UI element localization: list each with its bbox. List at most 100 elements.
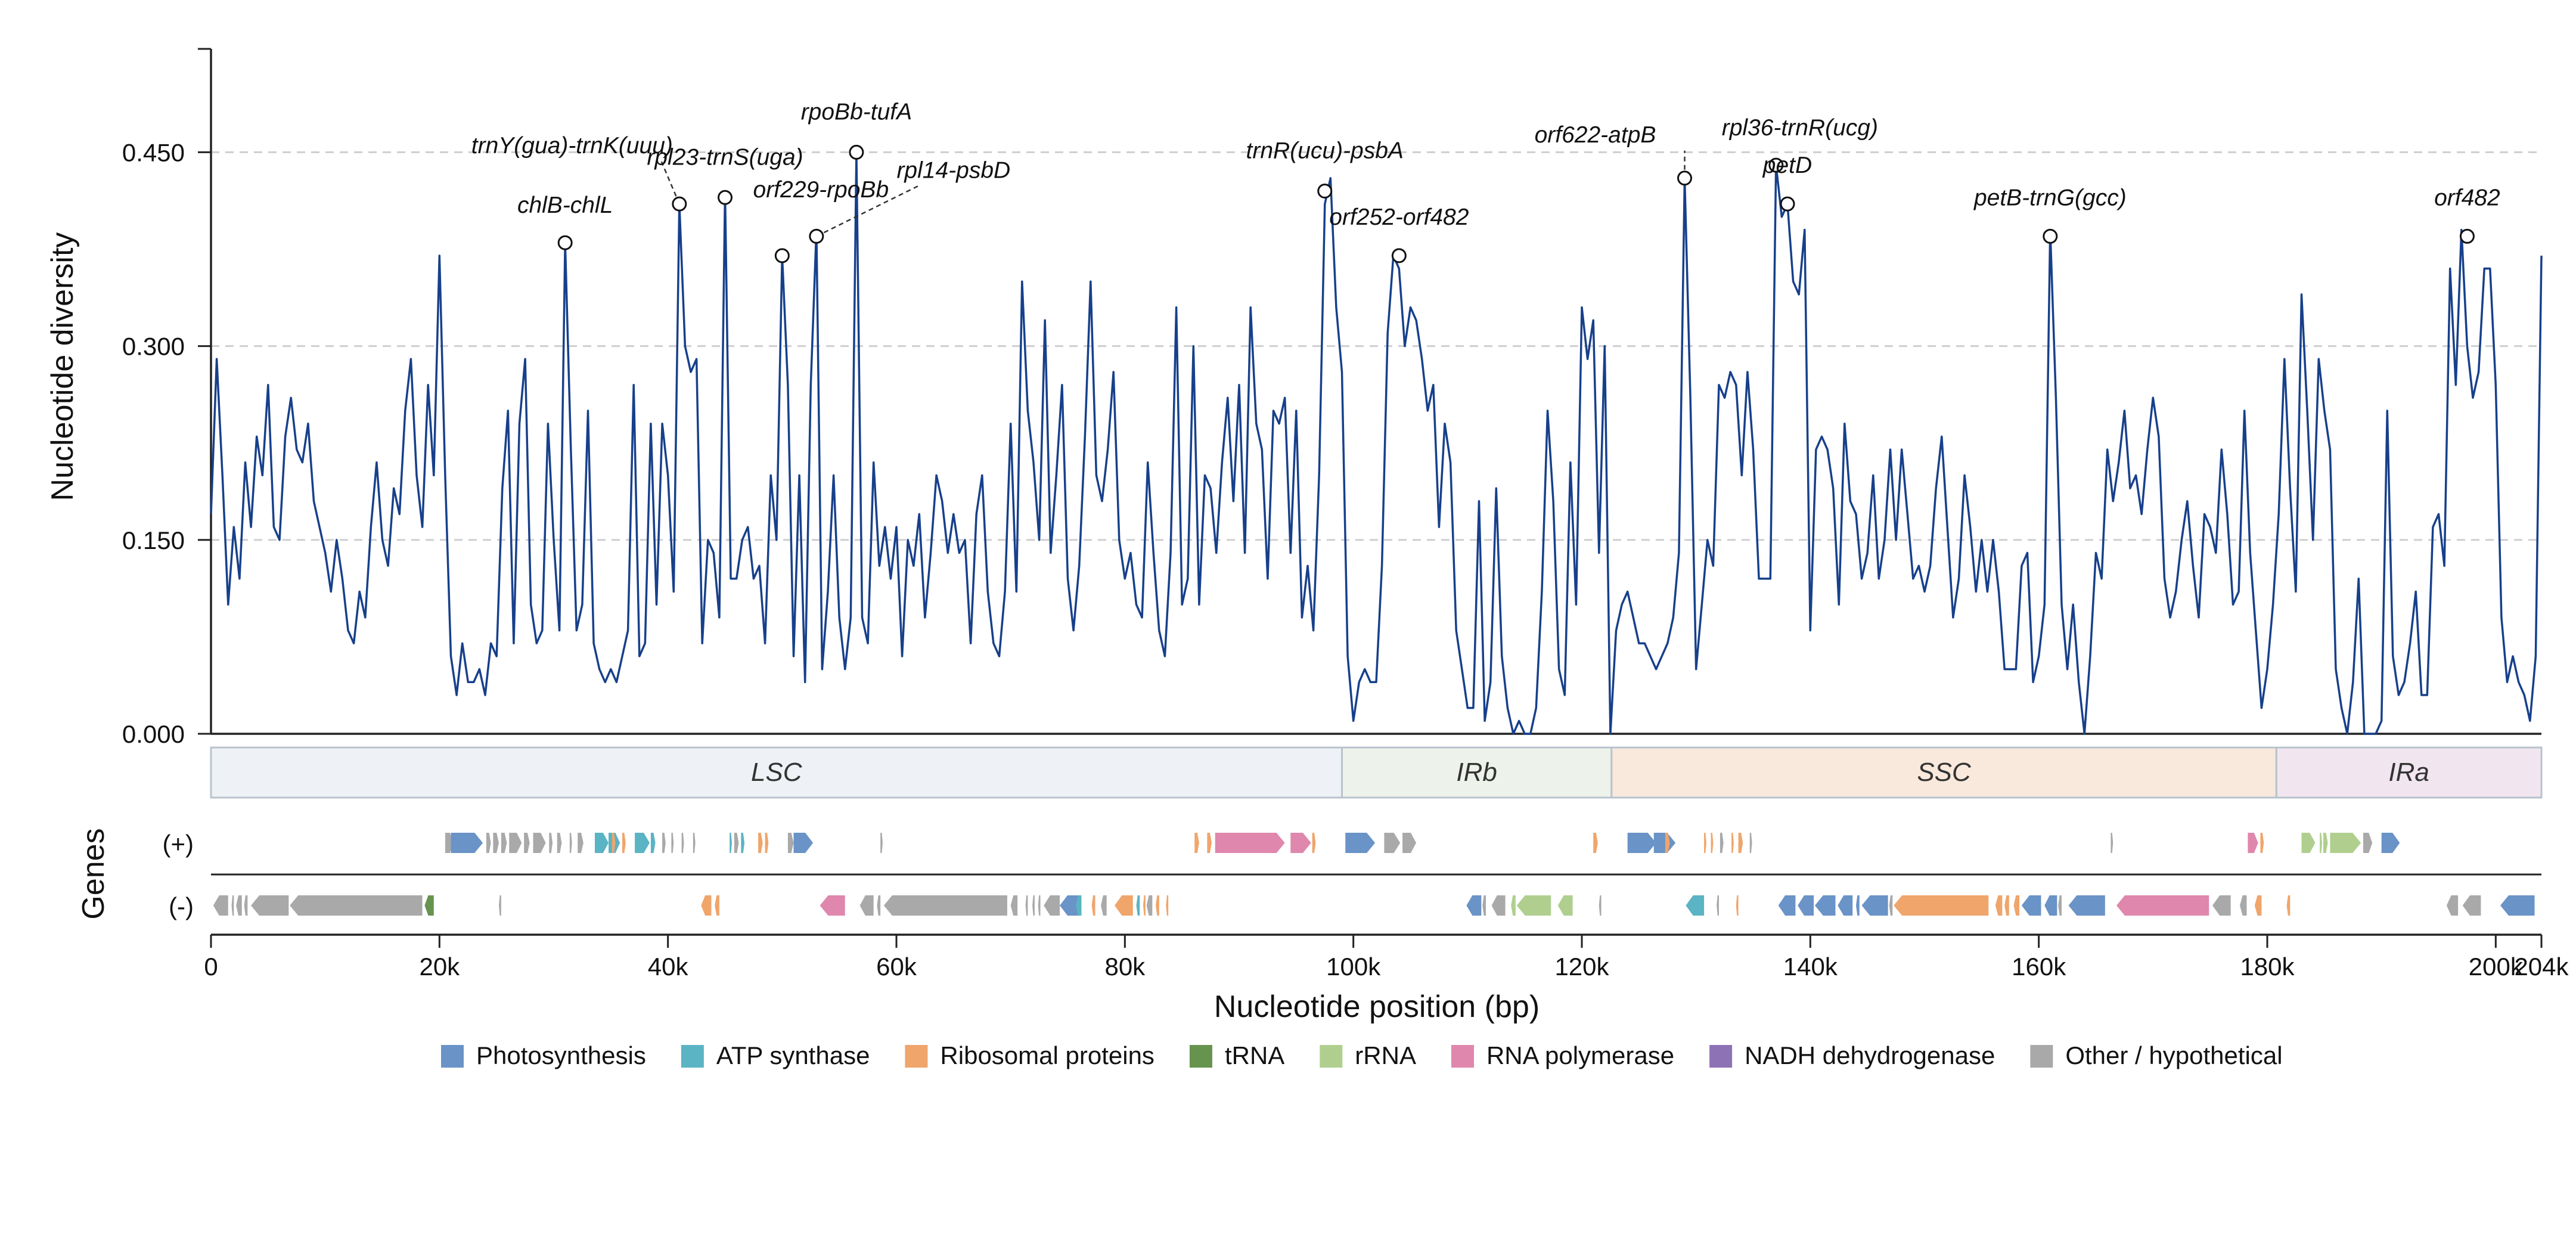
gene-arrow <box>612 833 616 853</box>
gene-tracks <box>211 833 2541 916</box>
x-axis-title: Nucleotide position (bp) <box>1214 990 1540 1024</box>
gene-arrow <box>1491 895 1506 916</box>
gene-arrow <box>1516 895 1551 916</box>
peak-marker <box>718 190 733 205</box>
gene-arrow <box>635 833 650 853</box>
gene-arrow <box>2301 833 2316 853</box>
peak-label: orf482 <box>2434 185 2500 210</box>
x-tick-label: 100k <box>1326 953 1381 981</box>
gene-arrow <box>1044 895 1060 916</box>
gene-arrow <box>1010 895 1018 916</box>
gene-arrow <box>693 833 696 853</box>
annotation-leader <box>816 185 918 237</box>
gene-arrow <box>715 895 719 916</box>
region-bands: LSC IRb SSC IRa <box>210 746 2543 799</box>
x-tick-label: 120k <box>1554 953 1609 981</box>
gene-arrow <box>1115 895 1133 916</box>
gene-arrow <box>787 833 794 853</box>
legend-label: Ribosomal proteins <box>940 1041 1154 1069</box>
gene-arrow <box>2240 895 2247 916</box>
peak-label: orf229-rpoBb <box>753 177 889 203</box>
region-label: LSC <box>751 758 803 787</box>
gene-arrow <box>1101 895 1107 916</box>
legend-swatch <box>681 1045 704 1068</box>
gene-arrow <box>622 833 626 853</box>
gene-arrow <box>758 833 763 853</box>
gene-arrow <box>2286 895 2291 916</box>
gene-arrow <box>2363 833 2373 853</box>
gene-arrow <box>1717 895 1719 916</box>
gene-arrow <box>1731 833 1734 853</box>
legend-label: rRNA <box>1355 1041 1416 1069</box>
x-tick-label: 204k <box>2514 953 2569 981</box>
legend-label: Other / hypothetical <box>2065 1041 2282 1069</box>
gene-arrow <box>2021 895 2041 916</box>
peak-label: trnY(gua)-trnK(uuu) <box>471 133 673 159</box>
legend: Photosynthesis ATP synthase Ribosomal prot… <box>441 1041 2283 1069</box>
peak-label: trnR(ucu)-psbA <box>1246 138 1404 163</box>
gene-arrow <box>681 833 684 853</box>
peak-label: rpoBb-tufA <box>801 99 912 125</box>
gene-arrow <box>1778 895 1796 916</box>
x-tick-label: 60k <box>876 953 917 981</box>
gene-arrow <box>1032 895 1035 916</box>
plus-strand-label: (+) <box>163 830 194 858</box>
gene-arrow <box>1194 833 1199 853</box>
peak-marker <box>557 235 573 250</box>
gene-arrow <box>1720 833 1724 853</box>
legend-label: NADH dehydrogenase <box>1745 1041 1995 1069</box>
gene-arrow <box>2111 833 2113 853</box>
gene-arrow <box>569 833 572 853</box>
gene-arrow <box>1686 895 1705 916</box>
gene-arrow <box>1665 833 1670 853</box>
gene-arrow <box>2260 833 2264 853</box>
y-axis-title: Nucleotide diversity <box>45 232 80 501</box>
y-tick-label: 0.000 <box>122 720 185 748</box>
gene-arrow <box>244 895 248 916</box>
gene-arrow <box>1894 895 1989 916</box>
gene-arrow <box>650 833 656 853</box>
y-tick-label: 0.150 <box>122 526 185 554</box>
gene-arrow <box>1060 895 1079 916</box>
gene-arrow <box>2116 895 2209 916</box>
gene-arrow <box>1075 895 1082 916</box>
gene-arrow <box>765 833 769 853</box>
gene-arrow <box>1038 895 1041 916</box>
legend-label: RNA polymerase <box>1486 1041 1674 1069</box>
y-tick-label: 0.300 <box>122 333 185 361</box>
genes-axis-title: Genes <box>76 828 111 919</box>
x-tick-label: 20k <box>419 953 460 981</box>
gene-arrow <box>533 833 546 853</box>
gene-arrow <box>1738 833 1743 853</box>
gene-arrow <box>1143 895 1146 916</box>
gene-arrow <box>1146 895 1153 916</box>
x-tick-label: 200k <box>2469 953 2524 981</box>
gene-arrow <box>1593 833 1598 853</box>
gene-arrow <box>1166 895 1169 916</box>
x-tick-label: 40k <box>648 953 689 981</box>
gene-arrow <box>883 895 1007 916</box>
gene-arrow <box>557 833 562 853</box>
peak-label: rpl36-trnR(ucg) <box>1722 115 1878 141</box>
gene-arrow <box>231 895 234 916</box>
gene-arrow <box>1511 895 1516 916</box>
minus-strand-label: (-) <box>169 892 194 920</box>
gene-arrow <box>1482 895 1486 916</box>
gene-arrow <box>730 833 732 853</box>
peak-label: rpl14-psbD <box>896 157 1010 183</box>
legend-label: tRNA <box>1225 1041 1284 1069</box>
region-band-lsc <box>210 746 1343 799</box>
gene-arrow <box>2254 895 2262 916</box>
gene-arrow <box>578 833 584 853</box>
gene-arrow <box>451 833 483 853</box>
gene-arrow <box>1627 833 1656 853</box>
gene-arrow <box>1889 895 1893 916</box>
gene-arrow <box>793 833 814 853</box>
gene-arrow <box>2446 895 2459 916</box>
gene-arrow <box>1091 895 1095 916</box>
gene-arrow <box>2058 895 2062 916</box>
region-label: IRa <box>2388 758 2429 787</box>
region-band-irb <box>1341 746 1613 799</box>
peak-marker <box>1317 183 1333 199</box>
